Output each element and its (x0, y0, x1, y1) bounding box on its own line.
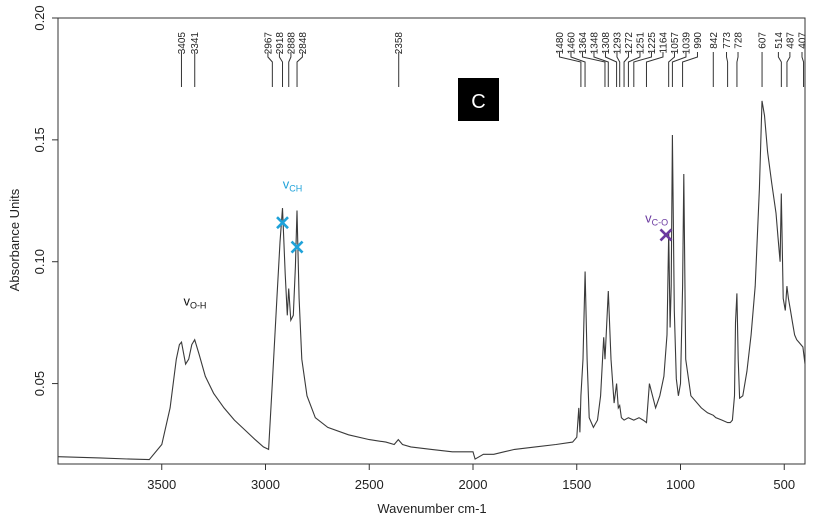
peak-leader-line (604, 52, 618, 87)
markers (276, 216, 673, 254)
peak-leader-line (267, 52, 273, 87)
peak-leader-line (682, 52, 698, 87)
peak-leader-line (627, 52, 641, 87)
peak-label: 1272 (624, 32, 635, 55)
x-axis: 3500 3000 2500 2000 1500 1000 500 (147, 464, 795, 492)
peak-leader-line (558, 52, 582, 87)
peak-label: 2918 (275, 32, 286, 55)
x-tick-label: 3000 (251, 477, 280, 492)
spectrum-line (58, 100, 805, 461)
peak-label: 1308 (601, 32, 612, 55)
peak-leader-line (288, 52, 292, 87)
peak-label: 1293 (612, 32, 623, 55)
series-group (58, 100, 805, 461)
x-tick-label: 500 (773, 477, 795, 492)
y-tick-label: 0.15 (32, 127, 47, 152)
band-annotation: vC-O (645, 211, 668, 228)
peak-leader-line (616, 52, 621, 87)
band-annotation: vO-H (183, 294, 206, 311)
peak-label: 1348 (589, 32, 600, 55)
panel-label: C (471, 91, 485, 113)
x-tick-label: 2000 (459, 477, 488, 492)
peak-leader-line (777, 52, 782, 87)
peak-label: 1364 (578, 32, 589, 55)
peak-leader-line (736, 52, 739, 87)
peak-leader-line (645, 52, 664, 87)
x-tick-label: 1500 (562, 477, 591, 492)
y-axis-label: Absorbance Units (7, 188, 22, 291)
y-tick-label: 0.10 (32, 249, 47, 274)
peak-label: 607 (758, 32, 769, 49)
peak-label: 487 (785, 32, 796, 49)
x-tick-label: 3500 (147, 477, 176, 492)
x-axis-label: Wavenumber cm-1 (377, 501, 486, 516)
peak-label: 990 (693, 32, 704, 49)
y-tick-label: 0.20 (32, 5, 47, 30)
peak-label: 2848 (298, 32, 309, 55)
x-tick-label: 1000 (666, 477, 695, 492)
annotations: vO-H vCH vC-O (183, 177, 668, 311)
peak-label: 1057 (670, 32, 681, 55)
x-marker (290, 240, 304, 254)
peak-label: 1480 (555, 32, 566, 55)
peak-labels: 3405 3341 2967 2918 2888 2848 2358 1480 1460 1364… (177, 32, 809, 87)
panel-label-box: C (458, 78, 499, 121)
peak-label: 1251 (635, 32, 646, 55)
x-marker (276, 216, 289, 230)
band-annotation: vCH (283, 177, 303, 194)
peak-label: 407 (798, 32, 809, 49)
peak-label: 3341 (190, 32, 201, 55)
peak-label: 773 (722, 32, 733, 49)
peak-label: 1225 (647, 32, 658, 55)
x-tick-label: 2500 (355, 477, 384, 492)
peak-leader-line (278, 52, 284, 87)
x-marker (659, 228, 673, 242)
peak-leader-line (570, 52, 586, 87)
peak-label: 3405 (177, 32, 188, 55)
peak-label: 2358 (394, 32, 405, 55)
peak-label: 1039 (681, 32, 692, 55)
peak-leader-line (296, 52, 303, 87)
y-axis: 0.05 0.10 0.15 0.20 (32, 5, 58, 396)
peak-label: 728 (734, 32, 745, 49)
peak-leader-line (581, 52, 606, 87)
peak-label: 1460 (566, 32, 577, 55)
peak-label: 2888 (286, 32, 297, 55)
peak-leader-line (668, 52, 675, 87)
plot-frame (57, 17, 806, 465)
peak-leader-line (726, 52, 729, 87)
peak-leader-line (671, 52, 687, 87)
peak-label: 514 (774, 32, 785, 49)
peak-leader-line (593, 52, 609, 87)
peak-leader-line (623, 52, 629, 87)
panel-label-background (458, 78, 499, 121)
peak-leader-line (801, 52, 805, 87)
y-tick-label: 0.05 (32, 371, 47, 396)
peak-label: 2967 (263, 32, 274, 55)
peak-label: 842 (709, 32, 720, 49)
peak-leader-line (786, 52, 791, 87)
peak-leader-line (633, 52, 652, 87)
peak-label: 1164 (658, 32, 669, 54)
